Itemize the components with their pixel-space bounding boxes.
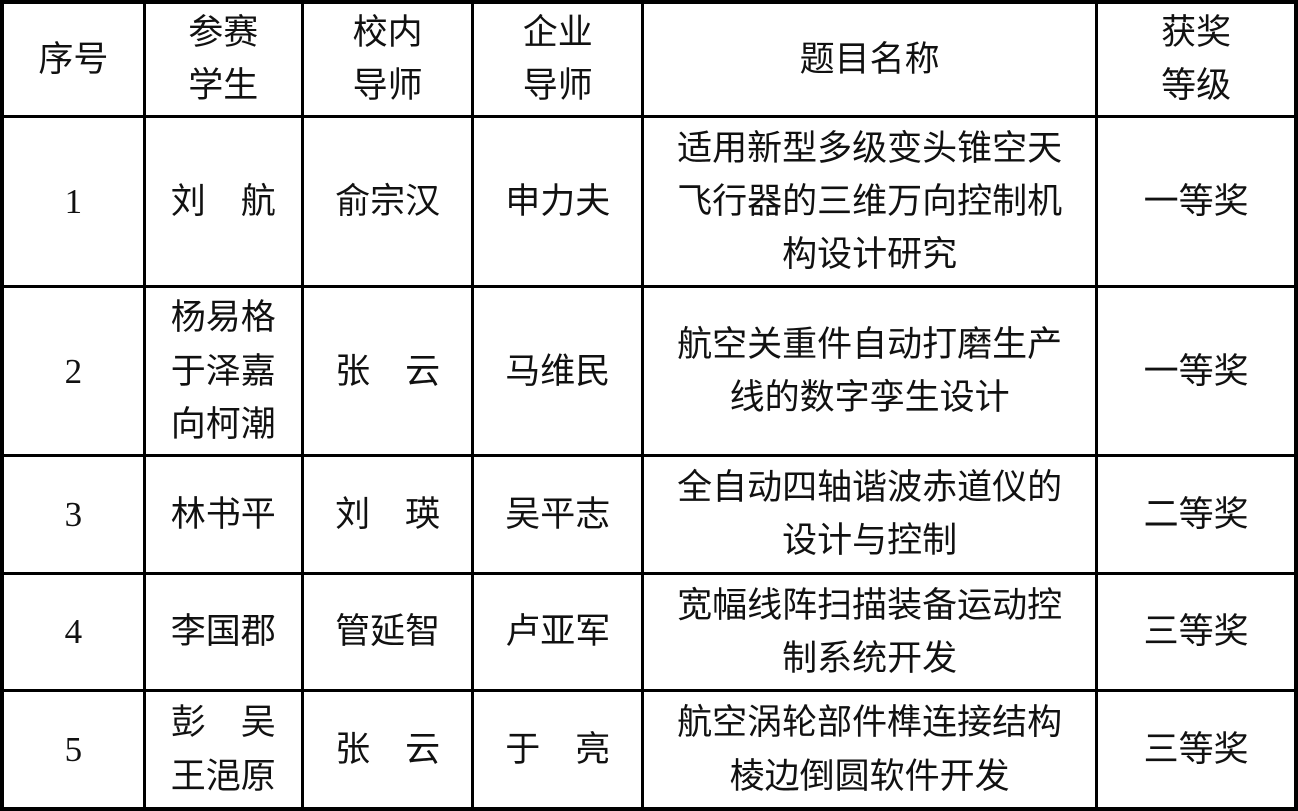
cell-students: 李国郡 — [142, 571, 304, 693]
cell-enterprise-mentor: 吴平志 — [471, 453, 644, 575]
table-row: 4 李国郡 管延智 卢亚军 宽幅线阵扫描装备运动控制系统开发 三等奖 — [0, 571, 1298, 693]
cell-index: 3 — [0, 453, 146, 575]
cell-award: 三等奖 — [1095, 571, 1298, 693]
cell-school-mentor: 张 云 — [300, 689, 475, 811]
cell-school-mentor: 刘 瑛 — [300, 453, 475, 575]
cell-award: 一等奖 — [1095, 285, 1298, 457]
cell-index: 2 — [0, 285, 146, 457]
table-row: 1 刘 航 俞宗汉 申力夫 适用新型多级变头锥空天飞行器的三维万向控制机构设计研… — [0, 114, 1298, 289]
header-students: 参赛 学生 — [142, 0, 304, 118]
cell-enterprise-mentor: 于 亮 — [471, 689, 644, 811]
cell-title: 宽幅线阵扫描装备运动控制系统开发 — [640, 571, 1099, 693]
cell-title: 适用新型多级变头锥空天飞行器的三维万向控制机构设计研究 — [640, 114, 1099, 289]
table-row: 3 林书平 刘 瑛 吴平志 全自动四轴谐波赤道仪的设计与控制 二等奖 — [0, 453, 1298, 575]
cell-students: 杨易格 于泽嘉 向柯潮 — [142, 285, 304, 457]
header-award: 获奖 等级 — [1095, 0, 1298, 118]
cell-school-mentor: 张 云 — [300, 285, 475, 457]
cell-school-mentor: 管延智 — [300, 571, 475, 693]
cell-students: 彭 吴 王浥原 — [142, 689, 304, 811]
cell-students: 林书平 — [142, 453, 304, 575]
table-header-row: 序号 参赛 学生 校内 导师 企业 导师 题目名称 获奖 等级 — [0, 0, 1298, 118]
cell-index: 4 — [0, 571, 146, 693]
cell-title: 航空涡轮部件榫连接结构棱边倒圆软件开发 — [640, 689, 1099, 811]
cell-school-mentor: 俞宗汉 — [300, 114, 475, 289]
cell-enterprise-mentor: 马维民 — [471, 285, 644, 457]
table-row: 5 彭 吴 王浥原 张 云 于 亮 航空涡轮部件榫连接结构棱边倒圆软件开发 三等… — [0, 689, 1298, 811]
cell-index: 1 — [0, 114, 146, 289]
header-school-mentor: 校内 导师 — [300, 0, 475, 118]
header-enterprise-mentor: 企业 导师 — [471, 0, 644, 118]
cell-students: 刘 航 — [142, 114, 304, 289]
cell-award: 一等奖 — [1095, 114, 1298, 289]
cell-award: 三等奖 — [1095, 689, 1298, 811]
cell-title: 全自动四轴谐波赤道仪的设计与控制 — [640, 453, 1099, 575]
cell-enterprise-mentor: 卢亚军 — [471, 571, 644, 693]
header-title: 题目名称 — [640, 0, 1099, 118]
cell-title: 航空关重件自动打磨生产线的数字孪生设计 — [640, 285, 1099, 457]
table-row: 2 杨易格 于泽嘉 向柯潮 张 云 马维民 航空关重件自动打磨生产线的数字孪生设… — [0, 285, 1298, 457]
header-index: 序号 — [0, 0, 146, 118]
cell-index: 5 — [0, 689, 146, 811]
cell-enterprise-mentor: 申力夫 — [471, 114, 644, 289]
cell-award: 二等奖 — [1095, 453, 1298, 575]
